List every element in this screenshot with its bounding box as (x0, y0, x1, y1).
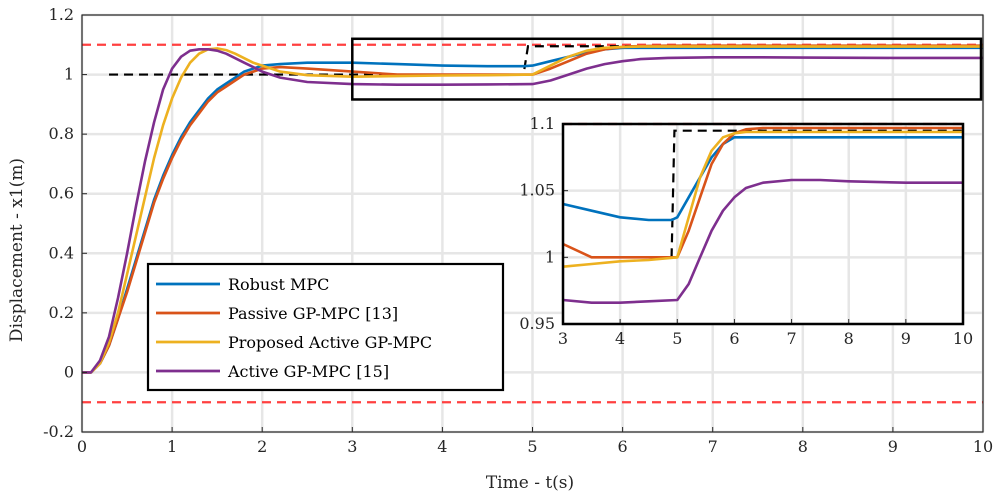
y-axis-label: Displacement - x1(m) (7, 158, 27, 342)
main-axes (81, 14, 984, 433)
inset-background (563, 124, 963, 324)
main-x-tick-label: 1 (167, 437, 177, 456)
main-reference-line (109, 45, 983, 76)
main-y-tick-label: -0.2 (43, 422, 74, 441)
main-tick-labels: 0 1 2 3 4 5 6 7 8 9 10-0.200.20.40.60.811.2 (43, 5, 993, 456)
inset-x-tick-label: 8 (844, 329, 854, 348)
main-series (82, 43, 983, 404)
main-x-tick-label: 0 (77, 437, 87, 456)
main-y-tick-label: 0.6 (49, 184, 74, 203)
main-y-tick-label: 1 (64, 65, 74, 84)
main-y-tick-label: 1.2 (49, 5, 74, 24)
main-y-tick-label: 0.8 (49, 124, 74, 143)
legend-entry-4: Active GP-MPC [15] (227, 362, 389, 381)
main-x-tick-label: 3 (347, 437, 357, 456)
inset-x-tick-label: 5 (672, 329, 682, 348)
inset-x-tick-label: 6 (729, 329, 739, 348)
main-x-tick-label: 5 (527, 437, 537, 456)
inset-x-tick-label: 4 (615, 329, 625, 348)
main-y-tick-label: 0.4 (49, 243, 74, 262)
inset-y-tick-label: 1 (545, 247, 555, 266)
inset-axes (561, 122, 965, 326)
inset-y-tick-label: 1.05 (519, 181, 555, 200)
inset-x-tick-label: 10 (953, 329, 973, 348)
x-axis-label: Time - t(s) (486, 473, 574, 493)
main-series-line-3 (82, 45, 983, 374)
legend-entry-1: Robust MPC (228, 275, 329, 294)
inset-series-line-2 (562, 126, 963, 259)
main-x-tick-label: 10 (973, 437, 993, 456)
inset-plot: 3 4 5 6 7 8 9 10 0.95 1 1.05 1.1 (519, 114, 973, 348)
main-x-tick-label: 8 (798, 437, 808, 456)
main-x-tick-label: 6 (618, 437, 628, 456)
inset-series-line-4 (562, 178, 963, 305)
legend: Robust MPC Passive GP-MPC [13] Proposed Ac… (146, 262, 505, 392)
legend-entry-2: Passive GP-MPC [13] (228, 304, 398, 323)
main-series-line-4 (82, 47, 983, 374)
inset-border (561, 122, 965, 326)
main-x-tick-label: 2 (257, 437, 267, 456)
inset-y-tick-label: 1.1 (530, 114, 555, 133)
inset-x-tick-label: 7 (786, 329, 796, 348)
zoom-region-box (351, 37, 983, 101)
inset-x-tick-label: 3 (558, 329, 568, 348)
inset-y-tick-label: 0.95 (519, 314, 555, 333)
inset-tick-labels: 3 4 5 6 7 8 9 10 0.95 1 1.05 1.1 (519, 114, 973, 348)
inset-x-tick-label: 9 (901, 329, 911, 348)
inset-reference-line (670, 129, 963, 258)
main-x-tick-label: 7 (708, 437, 718, 456)
main-y-tick-label: 0.2 (49, 303, 74, 322)
main-y-tick-label: 0 (64, 362, 74, 381)
inset-series-line-1 (562, 136, 963, 222)
inset-series-line-3 (562, 130, 963, 268)
main-x-tick-label: 9 (888, 437, 898, 456)
legend-entry-3: Proposed Active GP-MPC (228, 333, 432, 352)
main-x-tick-label: 4 (437, 437, 447, 456)
